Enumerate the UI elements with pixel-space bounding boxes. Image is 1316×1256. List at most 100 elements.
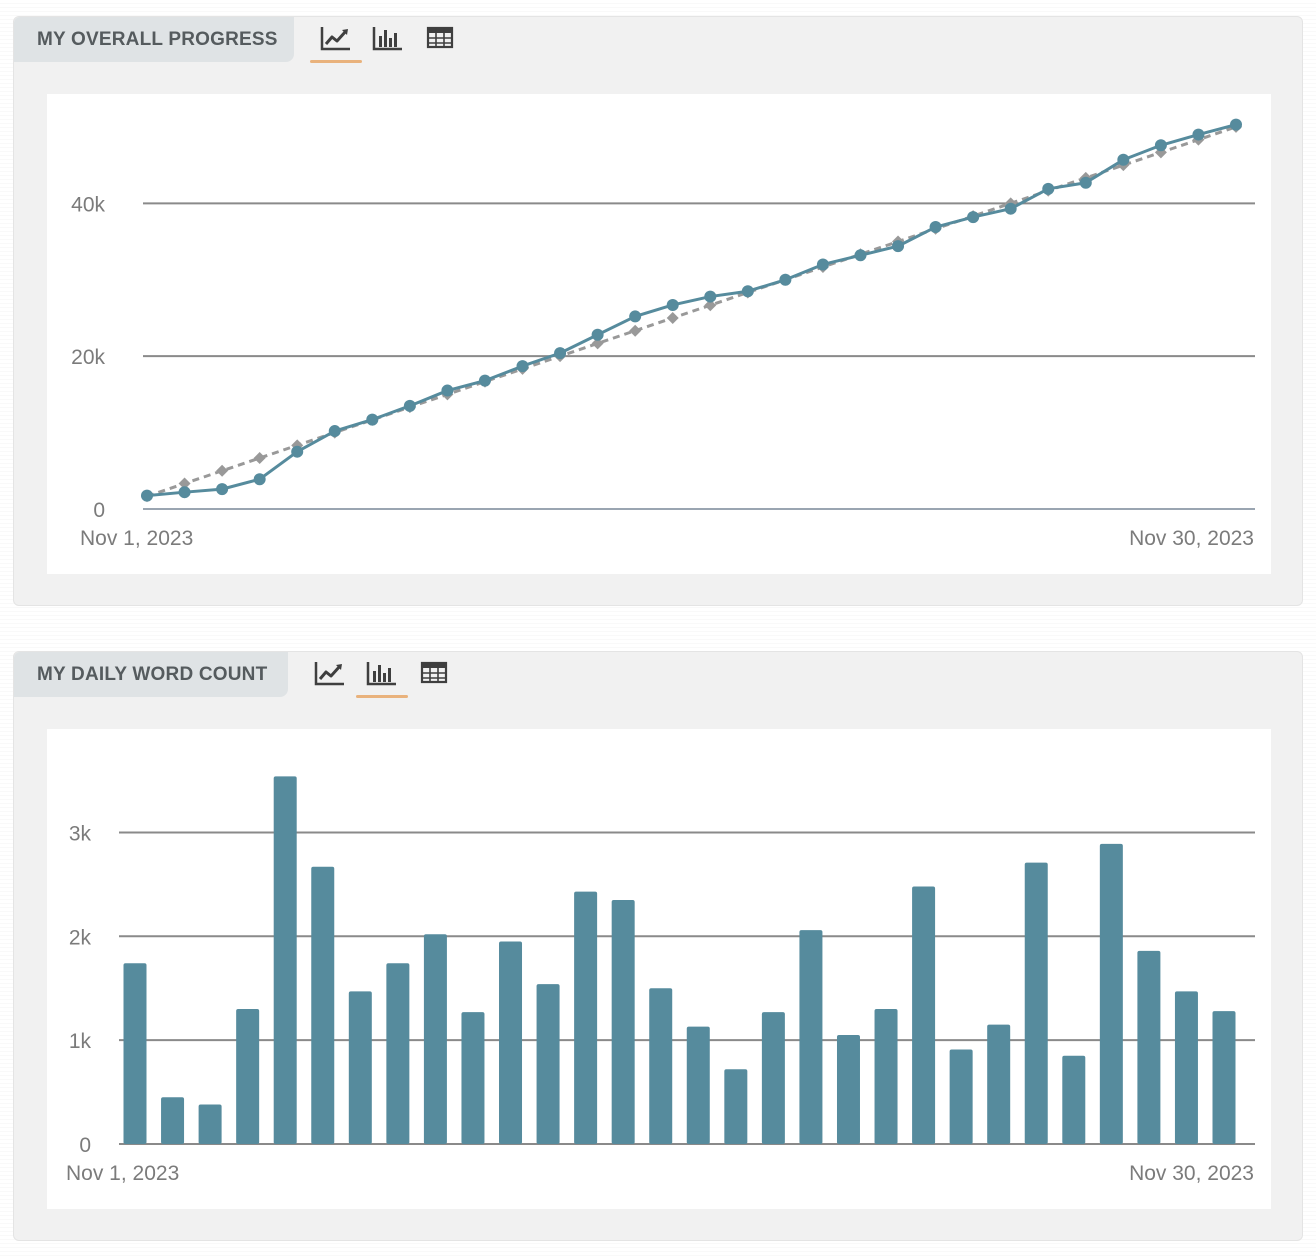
daily-bar <box>236 1009 260 1144</box>
x-tick-label-start: Nov 1, 2023 <box>66 1162 179 1185</box>
x-tick-label-end: Nov 30, 2023 <box>1129 1162 1254 1185</box>
progress-point <box>216 483 229 496</box>
progress-point <box>741 285 754 298</box>
target-point <box>704 299 717 312</box>
daily-bar <box>724 1069 748 1144</box>
target-point <box>629 324 642 337</box>
x-tick-label-end: Nov 30, 2023 <box>1129 527 1254 550</box>
overall-progress-svg: 0 20k 40k Nov 1, 2023 Nov 30, 2023 <box>71 118 1255 550</box>
daily-bar <box>799 930 823 1144</box>
progress-point <box>516 360 529 373</box>
line-chart-toggle[interactable] <box>304 656 356 698</box>
daily-bar <box>311 866 335 1144</box>
progress-point <box>291 445 304 458</box>
target-point <box>591 337 604 350</box>
daily-bar <box>499 941 523 1144</box>
daily-bar <box>1099 843 1123 1144</box>
progress-point <box>1117 153 1130 166</box>
bar-chart-icon <box>366 662 396 686</box>
progress-point <box>779 273 792 286</box>
daily-bar <box>198 1104 222 1144</box>
daily-bar <box>1137 950 1161 1144</box>
bar-chart-toggle[interactable] <box>362 21 414 63</box>
progress-point <box>253 473 266 486</box>
progress-point <box>554 347 567 360</box>
line-chart-icon <box>320 27 350 51</box>
daily-bar <box>1024 862 1048 1144</box>
daily-bar <box>536 984 560 1144</box>
daily-bar <box>1174 991 1198 1144</box>
progress-point <box>1230 118 1242 131</box>
daily-bar <box>836 1034 860 1144</box>
daily-bar <box>123 963 147 1144</box>
y-tick-label: 40k <box>71 193 105 216</box>
daily-bar <box>574 891 598 1144</box>
daily-bar <box>1212 1011 1236 1144</box>
progress-point <box>1004 202 1017 215</box>
daily-bar <box>649 988 673 1144</box>
daily-word-count-chart: 0 1k 2k 3k Nov 1, 2023 Nov 30, 2023 <box>47 729 1271 1209</box>
daily-bar <box>987 1024 1011 1144</box>
progress-point <box>929 221 942 234</box>
target-point <box>216 464 229 477</box>
chart-type-toggles <box>304 656 460 698</box>
y-tick-label: 20k <box>71 346 105 369</box>
progress-point <box>441 384 454 397</box>
bar-chart-toggle[interactable] <box>356 656 408 698</box>
target-point <box>1154 146 1167 159</box>
table-icon <box>420 661 448 684</box>
table-icon <box>426 26 454 49</box>
progress-point <box>1192 128 1205 141</box>
progress-point <box>704 290 717 303</box>
target-point <box>178 477 191 490</box>
daily-bar <box>611 899 635 1144</box>
daily-word-count-title: MY DAILY WORD COUNT <box>14 652 288 697</box>
y-tick-label: 2k <box>69 926 92 949</box>
line-chart-toggle[interactable] <box>310 21 362 63</box>
y-tick-label: 0 <box>93 499 105 522</box>
y-tick-label: 1k <box>69 1030 92 1053</box>
daily-bar <box>161 1097 185 1144</box>
daily-bar <box>348 991 372 1144</box>
bar-chart-icon <box>372 27 402 51</box>
target-point <box>253 452 266 465</box>
overall-progress-chart: 0 20k 40k Nov 1, 2023 Nov 30, 2023 <box>47 94 1271 574</box>
progress-series-line <box>146 123 1237 498</box>
daily-bar <box>273 776 297 1144</box>
y-tick-label: 3k <box>69 822 92 845</box>
daily-bar <box>912 886 936 1144</box>
progress-point <box>141 489 153 502</box>
target-series-line <box>146 125 1237 498</box>
daily-bar <box>1062 1055 1086 1144</box>
table-toggle[interactable] <box>408 656 460 698</box>
progress-point <box>629 310 642 323</box>
overall-progress-panel: MY OVERALL PROGRESS <box>13 16 1303 606</box>
progress-point <box>478 374 491 387</box>
target-point <box>666 311 679 324</box>
progress-point <box>403 399 416 412</box>
progress-point <box>1154 139 1167 152</box>
line-chart-icon <box>314 662 344 686</box>
progress-point <box>666 298 679 311</box>
progress-point <box>178 486 191 499</box>
daily-bar <box>461 1012 485 1144</box>
table-toggle[interactable] <box>414 21 466 63</box>
daily-bar <box>423 934 447 1144</box>
progress-point <box>591 328 604 341</box>
daily-bar <box>686 1026 710 1144</box>
y-tick-label: 0 <box>79 1134 91 1157</box>
progress-point <box>328 425 341 438</box>
chart-type-toggles <box>310 21 466 63</box>
daily-bar <box>761 1012 785 1144</box>
progress-point <box>1079 176 1092 189</box>
daily-bar <box>386 963 410 1144</box>
daily-word-count-svg: 0 1k 2k 3k Nov 1, 2023 Nov 30, 2023 <box>66 776 1255 1185</box>
progress-point <box>854 249 867 262</box>
daily-bar <box>874 1009 898 1144</box>
progress-point <box>1042 182 1055 195</box>
progress-point <box>366 413 379 426</box>
x-tick-label-start: Nov 1, 2023 <box>80 527 193 550</box>
daily-bar <box>949 1049 973 1144</box>
progress-point <box>816 258 829 271</box>
progress-point <box>967 211 980 224</box>
